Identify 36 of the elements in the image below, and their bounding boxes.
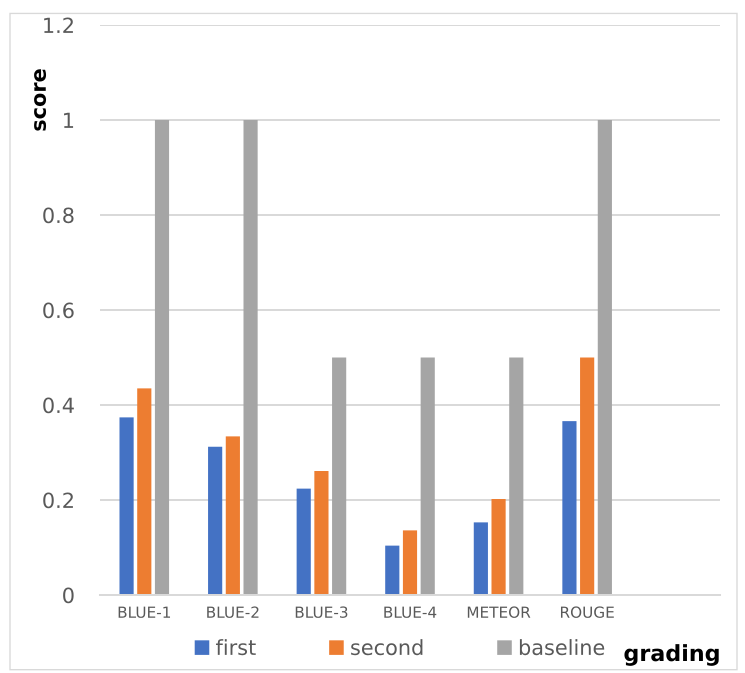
bar	[509, 358, 524, 595]
bar	[243, 120, 258, 595]
bar	[154, 120, 170, 595]
x-tick-label: ROUGE	[560, 606, 614, 618]
bar	[137, 388, 152, 595]
bar	[296, 488, 311, 595]
bar	[580, 358, 594, 595]
bar	[474, 522, 488, 595]
legend-label: second	[351, 639, 422, 656]
x-tick-label: BLUE-3	[296, 606, 348, 618]
bar	[332, 358, 346, 595]
bar	[420, 358, 435, 595]
bar	[562, 421, 577, 595]
bar	[402, 530, 418, 595]
x-axis-title: grading	[624, 644, 719, 666]
bar	[385, 546, 400, 595]
bar	[314, 471, 329, 595]
y-tick-label: 0.6	[43, 302, 74, 318]
x-tick-label: BLUE-1	[118, 606, 170, 618]
legend-label: first	[216, 639, 256, 656]
bar	[208, 446, 222, 595]
y-tick-label: 1.2	[44, 17, 73, 33]
y-axis-title: score	[34, 69, 46, 131]
y-tick-label: 1	[64, 112, 74, 128]
legend-label: baseline	[520, 639, 604, 656]
bar	[598, 120, 612, 595]
y-tick-label: 0	[63, 587, 74, 604]
x-tick-label: BLUE-2	[207, 606, 258, 618]
y-tick-label: 0.4	[43, 397, 74, 414]
bar	[226, 436, 240, 595]
bar	[119, 417, 134, 595]
x-tick-label: METEOR	[468, 606, 530, 618]
y-tick-label: 0.2	[43, 492, 73, 508]
x-tick-label: BLUE-4	[384, 606, 436, 618]
bar	[491, 499, 506, 595]
y-tick-label: 0.8	[43, 207, 74, 224]
